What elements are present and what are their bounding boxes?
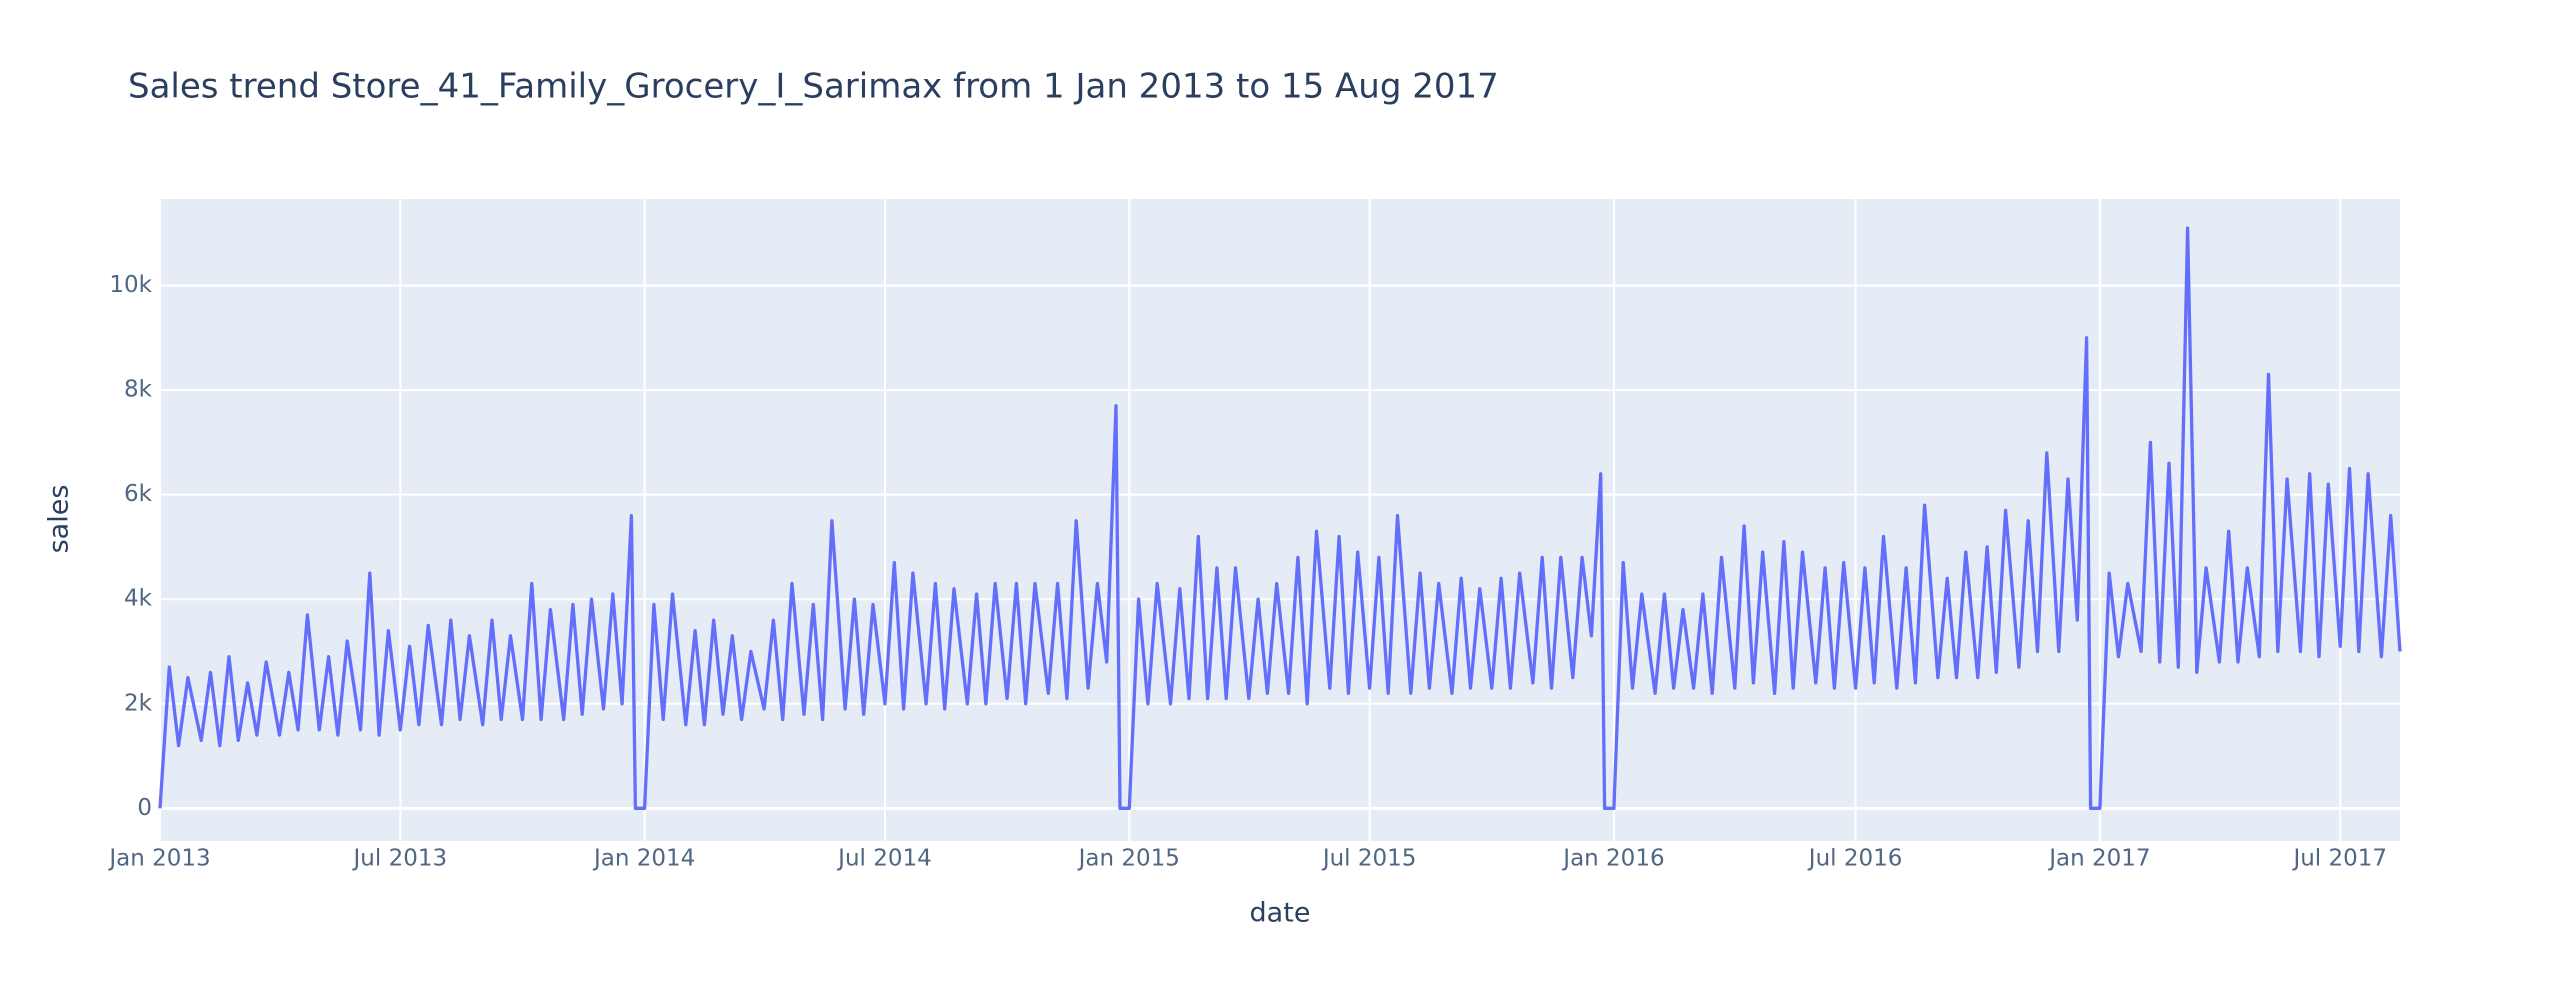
x-tick-label: Jul 2013: [352, 846, 448, 872]
y-axis-title: sales: [44, 485, 75, 554]
chart-title: Sales trend Store_41_Family_Grocery_I_Sa…: [128, 67, 1499, 107]
y-tick-label: 8k: [124, 377, 153, 403]
plot-area: [160, 199, 2400, 841]
y-tick-label: 2k: [124, 690, 153, 716]
y-tick-label: 4k: [124, 586, 153, 612]
series-line: [158, 226, 2402, 810]
x-tick-label: Jul 2016: [1807, 846, 1903, 872]
x-tick-label: Jan 2014: [592, 846, 695, 872]
x-tick-label: Jul 2015: [1321, 846, 1417, 872]
x-tick-label: Jan 2016: [1561, 846, 1664, 872]
y-tick-label: 6k: [124, 481, 153, 507]
x-tick-label: Jul 2014: [836, 846, 932, 872]
x-tick-label: Jan 2015: [1077, 846, 1180, 872]
x-tick-label: Jul 2017: [2291, 846, 2387, 872]
x-tick-label: Jan 2013: [107, 846, 210, 872]
x-tick-label: Jan 2017: [2047, 846, 2150, 872]
y-tick-label: 10k: [109, 272, 152, 298]
y-tick-label: 0: [137, 795, 152, 821]
marks: [158, 226, 2402, 810]
x-axis-title: date: [1250, 898, 1311, 929]
